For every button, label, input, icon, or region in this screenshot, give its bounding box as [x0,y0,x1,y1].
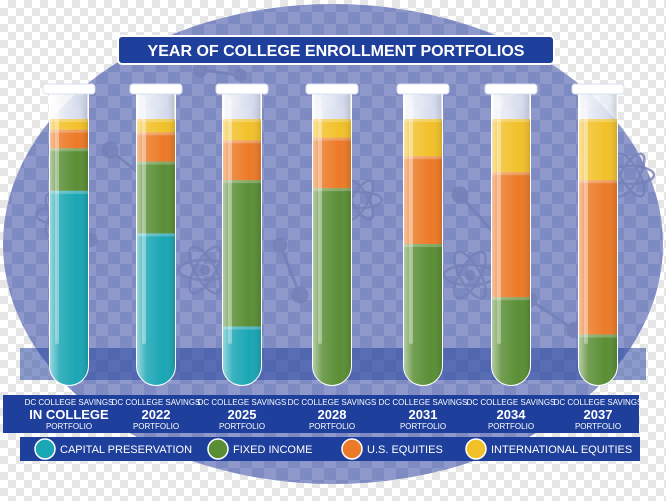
legend-label: FIXED INCOME [233,444,312,456]
category-label-main: 2025 [228,407,257,422]
category-label-bottom: PORTFOLIO [309,422,355,431]
test-tube-4 [305,83,359,386]
test-tube-bars [42,83,625,386]
category-label-top: DC COLLEGE SAVINGS [25,398,114,407]
category-label-main: 2031 [409,407,438,422]
legend-swatch [34,438,56,460]
category-label-main: 2037 [584,407,613,422]
legend-band [20,437,640,461]
test-tube-7 [571,83,625,386]
category-label-top: DC COLLEGE SAVINGS [288,398,377,407]
category-label-top: DC COLLEGE SAVINGS [198,398,287,407]
legend-swatch [341,438,363,460]
category-label-bottom: PORTFOLIO [575,422,621,431]
test-tube-1 [42,83,96,386]
category-label-top: DC COLLEGE SAVINGS [379,398,468,407]
legend-label: CAPITAL PRESERVATION [60,444,192,456]
legend-item-capital-preservation: CAPITAL PRESERVATION [34,438,192,460]
legend: CAPITAL PRESERVATION FIXED INCOME U.S. EQU… [34,438,632,460]
test-tube-5 [396,83,450,386]
category-label-main: IN COLLEGE [29,407,109,422]
test-tube-6 [484,83,538,386]
title-banner: YEAR OF COLLEGE ENROLLMENT PORTFOLIOS [117,35,555,65]
legend-label: INTERNATIONAL EQUITIES [491,444,632,456]
category-label-top: DC COLLEGE SAVINGS [112,398,201,407]
tube-rim [42,83,96,95]
tube-rim [215,83,269,95]
tube-rim [571,83,625,95]
category-label-bottom: PORTFOLIO [46,422,92,431]
chart-title: YEAR OF COLLEGE ENROLLMENT PORTFOLIOS [148,43,525,60]
category-label-band [3,395,639,433]
category-label-top: DC COLLEGE SAVINGS [467,398,556,407]
legend-item-international-equities: INTERNATIONAL EQUITIES [465,438,632,460]
test-tube-3 [215,83,269,386]
tube-rim [129,83,183,95]
legend-label: U.S. EQUITIES [367,444,443,456]
category-label-main: 2022 [142,407,171,422]
test-tube-2 [129,83,183,386]
category-label-bottom: PORTFOLIO [488,422,534,431]
tube-rim [305,83,359,95]
category-label-top: DC COLLEGE SAVINGS [554,398,643,407]
legend-swatch [465,438,487,460]
category-label-main: 2034 [497,407,527,422]
tube-rim [484,83,538,95]
category-label-bottom: PORTFOLIO [400,422,446,431]
legend-item-us-equities: U.S. EQUITIES [341,438,443,460]
category-label-bottom: PORTFOLIO [133,422,179,431]
legend-item-fixed-income: FIXED INCOME [207,438,312,460]
category-label-bottom: PORTFOLIO [219,422,265,431]
legend-swatch [207,438,229,460]
tube-rim [396,83,450,95]
category-label-main: 2028 [318,407,347,422]
